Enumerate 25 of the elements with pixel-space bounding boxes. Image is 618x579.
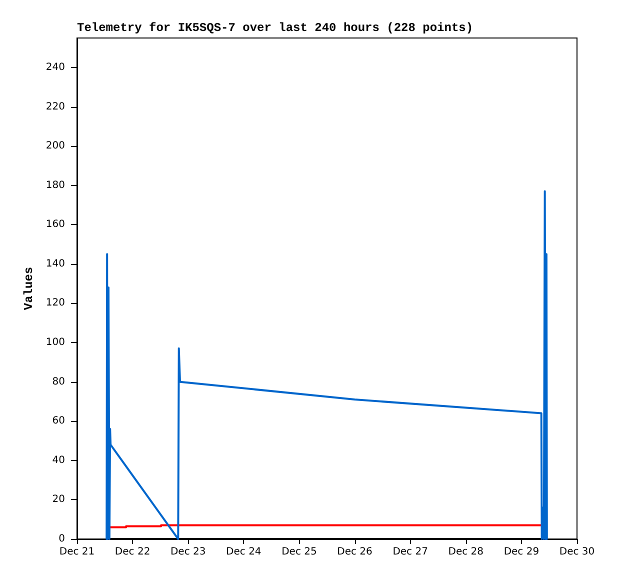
y-tick-label: 160 [46, 219, 65, 230]
y-tick-label: 20 [52, 494, 65, 506]
y-tick-label: 180 [46, 180, 65, 191]
x-tick-label: Dec 22 [114, 546, 150, 558]
x-tick-label: Dec 21 [59, 546, 95, 558]
chart-title: Telemetry for IK5SQS-7 over last 240 hours (228 points) [77, 21, 474, 35]
x-tick-label: Dec 29 [504, 546, 540, 558]
x-tick-label: Dec 27 [392, 546, 428, 558]
y-tick-label: 220 [46, 101, 65, 112]
y-tick-label: 100 [46, 337, 65, 348]
y-tick-label: 140 [46, 258, 65, 270]
x-tick-label: Dec 26 [337, 546, 372, 558]
y-axis-title: Values [22, 266, 36, 310]
x-tick-label: Dec 28 [448, 546, 484, 558]
x-tick-label: Dec 30 [559, 546, 595, 558]
x-tick-label: Dec 24 [226, 546, 262, 558]
y-tick-label: 120 [46, 298, 65, 309]
y-tick-label: 240 [46, 62, 65, 73]
y-tick-label: 60 [52, 416, 65, 427]
x-tick-label: Dec 23 [170, 546, 206, 558]
y-tick-label: 40 [52, 454, 65, 466]
x-tick-label: Dec 25 [282, 546, 317, 558]
y-tick-label: 80 [52, 376, 65, 388]
y-tick-label: 200 [46, 140, 65, 152]
y-tick-label: 0 [58, 534, 65, 544]
